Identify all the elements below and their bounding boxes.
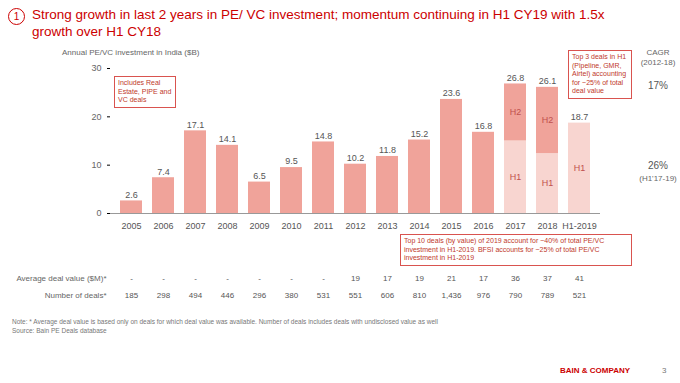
html-text:Top 10 deals (by value) of 201: Top 10 deals (by value) of 2019 account …	[404, 237, 605, 261]
html-text:Source: Bain PE Deals database: Source: Bain PE Deals database	[12, 327, 107, 334]
svg-text:494: 494	[189, 291, 203, 300]
svg-text:17: 17	[479, 274, 488, 283]
svg-text:10: 10	[91, 160, 101, 170]
svg-text:2011: 2011	[314, 221, 333, 231]
svg-text:-: -	[290, 274, 293, 283]
svg-text:810: 810	[413, 291, 427, 300]
html-text:Strong growth in last 2 years: Strong growth in last 2 years in PE/ VC …	[32, 7, 605, 39]
svg-text:H1-2019: H1-2019	[562, 221, 597, 231]
svg-text:16.8: 16.8	[475, 121, 493, 131]
html-text:BAIN & COMPANY: BAIN & COMPANY	[560, 366, 631, 375]
svg-text:380: 380	[285, 291, 299, 300]
svg-text:-: -	[162, 274, 165, 283]
svg-text:-: -	[226, 274, 229, 283]
svg-text:-: -	[258, 274, 261, 283]
html-text:17%: 17%	[648, 80, 668, 91]
svg-text:17.1: 17.1	[187, 120, 205, 130]
svg-text:17: 17	[383, 274, 392, 283]
html-text:Annual PE/VC investment in Ind: Annual PE/VC investment in India ($B)	[62, 48, 200, 57]
svg-text:36: 36	[511, 274, 520, 283]
svg-text:H2: H2	[510, 107, 522, 117]
html-text:CAGR: CAGR	[646, 48, 670, 57]
svg-text:19: 19	[351, 274, 360, 283]
svg-text:20: 20	[91, 112, 101, 122]
svg-text:2007: 2007	[185, 221, 205, 231]
svg-text:26.1: 26.1	[539, 76, 557, 86]
html-text:26%: 26%	[648, 160, 668, 171]
svg-text:521: 521	[573, 291, 587, 300]
svg-text:2012: 2012	[345, 221, 365, 231]
svg-text:296: 296	[253, 291, 267, 300]
html-text:(2012-18): (2012-18)	[640, 58, 676, 67]
svg-text:0: 0	[96, 208, 101, 218]
svg-text:6.5: 6.5	[253, 171, 266, 181]
html-text:Includes Real Estate, PIPE and: Includes Real Estate, PIPE and VC deals	[118, 79, 172, 103]
svg-text:2017: 2017	[505, 221, 525, 231]
svg-text:30: 30	[91, 63, 101, 73]
svg-text:2016: 2016	[473, 221, 493, 231]
svg-text:185: 185	[125, 291, 139, 300]
svg-text:2013: 2013	[377, 221, 397, 231]
svg-text:2015: 2015	[441, 221, 461, 231]
html-text:(H1'17-19): (H1'17-19)	[639, 174, 677, 183]
html-text:1: 1	[13, 11, 20, 22]
svg-text:15.2: 15.2	[411, 129, 429, 139]
svg-text:19: 19	[415, 274, 424, 283]
svg-text:11.8: 11.8	[379, 145, 396, 155]
svg-text:23.6: 23.6	[443, 88, 461, 98]
svg-text:531: 531	[317, 291, 331, 300]
svg-text:976: 976	[477, 291, 491, 300]
html-text:3: 3	[662, 366, 667, 375]
svg-text:2014: 2014	[409, 221, 429, 231]
svg-text:-: -	[130, 274, 133, 283]
svg-text:7.4: 7.4	[157, 167, 170, 177]
svg-text:10.2: 10.2	[347, 153, 365, 163]
svg-text:551: 551	[349, 291, 363, 300]
html-text:Note: * Average deal value is: Note: * Average deal value is based only…	[12, 318, 438, 325]
svg-text:2.6: 2.6	[125, 190, 138, 200]
svg-text:41: 41	[575, 274, 584, 283]
svg-text:18.7: 18.7	[571, 112, 589, 122]
html-text:Top 3 deals in H1 (Pipeline, G: Top 3 deals in H1 (Pipeline, GMR, Airtel…	[572, 53, 627, 94]
svg-text:446: 446	[221, 291, 235, 300]
svg-text:1,436: 1,436	[441, 291, 462, 300]
svg-text:Average deal value ($M)*: Average deal value ($M)*	[16, 274, 106, 283]
svg-text:790: 790	[509, 291, 523, 300]
svg-text:Number of deals*: Number of deals*	[45, 291, 107, 300]
svg-text:2018: 2018	[537, 221, 557, 231]
svg-text:14.1: 14.1	[219, 134, 237, 144]
svg-text:2010: 2010	[281, 221, 301, 231]
svg-text:2009: 2009	[249, 221, 269, 231]
svg-text:298: 298	[157, 291, 171, 300]
svg-text:2005: 2005	[121, 221, 141, 231]
svg-text:14.8: 14.8	[315, 131, 333, 141]
svg-text:21: 21	[447, 274, 456, 283]
svg-text:H1: H1	[510, 172, 522, 182]
svg-text:2008: 2008	[217, 221, 237, 231]
svg-text:H2: H2	[542, 115, 554, 125]
svg-text:789: 789	[541, 291, 555, 300]
svg-text:606: 606	[381, 291, 395, 300]
svg-text:37: 37	[543, 274, 552, 283]
svg-text:2006: 2006	[153, 221, 173, 231]
svg-text:-: -	[194, 274, 197, 283]
svg-text:-: -	[322, 274, 325, 283]
svg-text:26.8: 26.8	[507, 73, 525, 83]
svg-text:9.5: 9.5	[285, 156, 298, 166]
svg-text:H1: H1	[542, 178, 554, 188]
svg-text:H1: H1	[574, 163, 586, 173]
